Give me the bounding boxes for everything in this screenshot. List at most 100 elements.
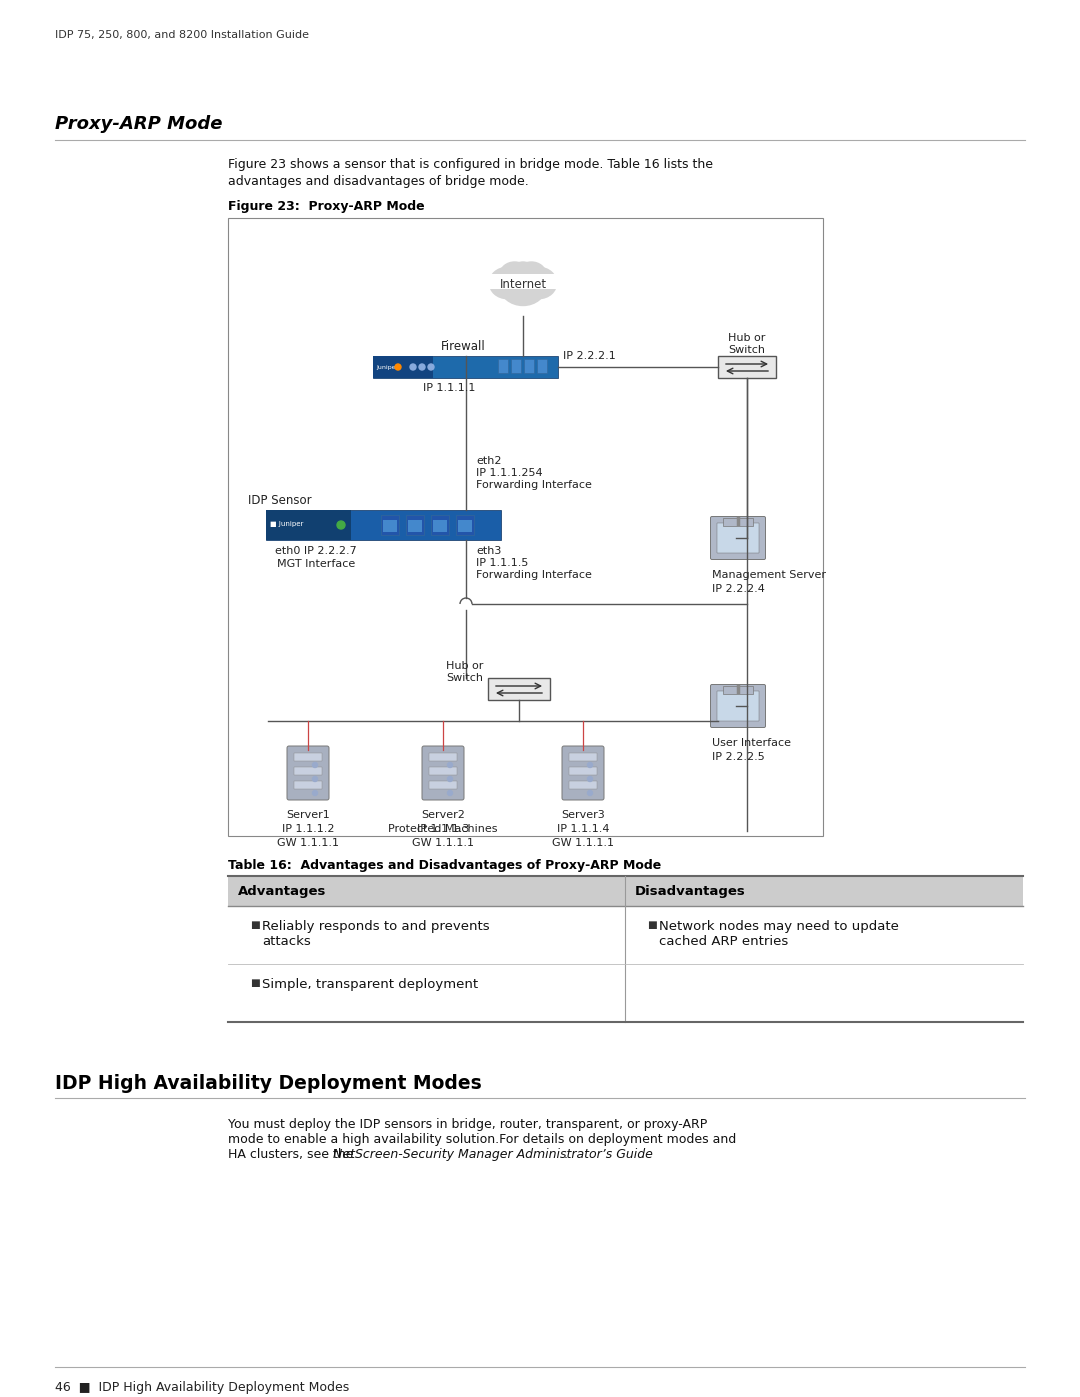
- Text: IDP Sensor: IDP Sensor: [248, 495, 312, 507]
- FancyBboxPatch shape: [569, 753, 597, 761]
- FancyBboxPatch shape: [429, 781, 457, 789]
- Text: IDP 75, 250, 800, and 8200 Installation Guide: IDP 75, 250, 800, and 8200 Installation …: [55, 29, 309, 41]
- Text: advantages and disadvantages of bridge mode.: advantages and disadvantages of bridge m…: [228, 175, 529, 189]
- Text: 46  ■  IDP High Availability Deployment Modes: 46 ■ IDP High Availability Deployment Mo…: [55, 1382, 349, 1394]
- Text: eth0 IP 2.2.2.7: eth0 IP 2.2.2.7: [275, 546, 356, 556]
- FancyBboxPatch shape: [723, 518, 753, 527]
- FancyBboxPatch shape: [422, 746, 464, 800]
- FancyBboxPatch shape: [373, 356, 433, 379]
- Text: IP 2.2.2.1: IP 2.2.2.1: [563, 351, 616, 360]
- Text: eth2: eth2: [476, 455, 501, 467]
- Circle shape: [419, 365, 426, 370]
- Text: IP 1.1.1.1: IP 1.1.1.1: [423, 383, 475, 393]
- FancyBboxPatch shape: [524, 359, 534, 373]
- FancyBboxPatch shape: [711, 517, 766, 560]
- Text: ■ Juniper: ■ Juniper: [270, 521, 303, 527]
- Text: GW 1.1.1.1: GW 1.1.1.1: [552, 838, 615, 848]
- Circle shape: [337, 521, 345, 529]
- FancyBboxPatch shape: [562, 746, 604, 800]
- Circle shape: [410, 365, 416, 370]
- Text: IP 2.2.2.4: IP 2.2.2.4: [712, 584, 765, 594]
- FancyBboxPatch shape: [433, 520, 447, 532]
- Text: NetScreen-Security Manager Administrator’s Guide: NetScreen-Security Manager Administrator…: [333, 1148, 652, 1161]
- FancyBboxPatch shape: [498, 359, 508, 373]
- Circle shape: [312, 791, 318, 795]
- Text: Management Server: Management Server: [712, 570, 826, 580]
- Text: Advantages: Advantages: [238, 886, 326, 898]
- Text: Proxy-ARP Mode: Proxy-ARP Mode: [55, 115, 222, 133]
- FancyBboxPatch shape: [456, 515, 474, 535]
- Circle shape: [588, 763, 593, 767]
- Text: IP 1.1.1.2: IP 1.1.1.2: [282, 824, 334, 834]
- FancyBboxPatch shape: [511, 359, 521, 373]
- Text: HA clusters, see the: HA clusters, see the: [228, 1148, 357, 1161]
- Text: Server1: Server1: [286, 810, 329, 820]
- Ellipse shape: [500, 263, 529, 288]
- Ellipse shape: [516, 263, 546, 288]
- FancyBboxPatch shape: [294, 781, 322, 789]
- FancyBboxPatch shape: [718, 356, 777, 379]
- FancyBboxPatch shape: [488, 678, 550, 700]
- Text: eth3: eth3: [476, 546, 501, 556]
- Circle shape: [395, 365, 401, 370]
- Text: Server3: Server3: [562, 810, 605, 820]
- Text: Forwarding Interface: Forwarding Interface: [476, 570, 592, 580]
- Circle shape: [428, 365, 434, 370]
- Text: Forwarding Interface: Forwarding Interface: [476, 481, 592, 490]
- FancyBboxPatch shape: [228, 876, 1023, 907]
- Circle shape: [447, 791, 453, 795]
- Text: Figure 23 shows a sensor that is configured in bridge mode. Table 16 lists the: Figure 23 shows a sensor that is configu…: [228, 158, 713, 170]
- Text: Protected Machines: Protected Machines: [388, 824, 498, 834]
- Text: .: .: [564, 1148, 568, 1161]
- FancyBboxPatch shape: [373, 356, 558, 379]
- Ellipse shape: [511, 263, 535, 284]
- Text: Internet: Internet: [499, 278, 546, 291]
- Text: Network nodes may need to update: Network nodes may need to update: [659, 921, 899, 933]
- Text: ■: ■: [647, 921, 657, 930]
- Text: Switch: Switch: [446, 673, 483, 683]
- FancyBboxPatch shape: [711, 685, 766, 728]
- FancyBboxPatch shape: [294, 753, 322, 761]
- Text: cached ARP entries: cached ARP entries: [659, 935, 788, 949]
- Text: attacks: attacks: [262, 935, 311, 949]
- Ellipse shape: [489, 267, 525, 299]
- Circle shape: [312, 763, 318, 767]
- FancyBboxPatch shape: [228, 218, 823, 835]
- FancyBboxPatch shape: [408, 520, 422, 532]
- Circle shape: [447, 763, 453, 767]
- Text: Figure 23:  Proxy-ARP Mode: Figure 23: Proxy-ARP Mode: [228, 200, 424, 212]
- FancyBboxPatch shape: [723, 686, 753, 694]
- Text: Switch: Switch: [729, 345, 766, 355]
- FancyBboxPatch shape: [717, 692, 759, 721]
- Circle shape: [312, 777, 318, 781]
- Text: Table 16:  Advantages and Disadvantages of Proxy-ARP Mode: Table 16: Advantages and Disadvantages o…: [228, 859, 661, 872]
- Text: IP 1.1.1.3: IP 1.1.1.3: [417, 824, 469, 834]
- Text: You must deploy the IDP sensors in bridge, router, transparent, or proxy-ARP: You must deploy the IDP sensors in bridg…: [228, 1118, 707, 1132]
- FancyBboxPatch shape: [381, 515, 399, 535]
- FancyBboxPatch shape: [537, 359, 546, 373]
- Ellipse shape: [500, 267, 546, 306]
- Text: Reliably responds to and prevents: Reliably responds to and prevents: [262, 921, 489, 933]
- Text: IP 2.2.2.5: IP 2.2.2.5: [712, 752, 765, 761]
- FancyBboxPatch shape: [287, 746, 329, 800]
- Text: IP 1.1.1.5: IP 1.1.1.5: [476, 557, 528, 569]
- FancyBboxPatch shape: [569, 781, 597, 789]
- Text: IP 1.1.1.4: IP 1.1.1.4: [557, 824, 609, 834]
- FancyBboxPatch shape: [294, 767, 322, 775]
- Circle shape: [447, 777, 453, 781]
- Text: GW 1.1.1.1: GW 1.1.1.1: [276, 838, 339, 848]
- Text: MGT Interface: MGT Interface: [276, 559, 355, 569]
- FancyBboxPatch shape: [431, 515, 449, 535]
- Text: Server2: Server2: [421, 810, 464, 820]
- FancyBboxPatch shape: [569, 767, 597, 775]
- Ellipse shape: [522, 267, 556, 299]
- FancyBboxPatch shape: [458, 520, 472, 532]
- Text: Hub or: Hub or: [446, 661, 483, 671]
- Circle shape: [588, 791, 593, 795]
- Text: Disadvantages: Disadvantages: [635, 886, 746, 898]
- Circle shape: [588, 777, 593, 781]
- FancyBboxPatch shape: [406, 515, 424, 535]
- Text: Juniper: Juniper: [376, 365, 399, 370]
- Text: Simple, transparent deployment: Simple, transparent deployment: [262, 978, 478, 990]
- Text: ■: ■: [249, 921, 260, 930]
